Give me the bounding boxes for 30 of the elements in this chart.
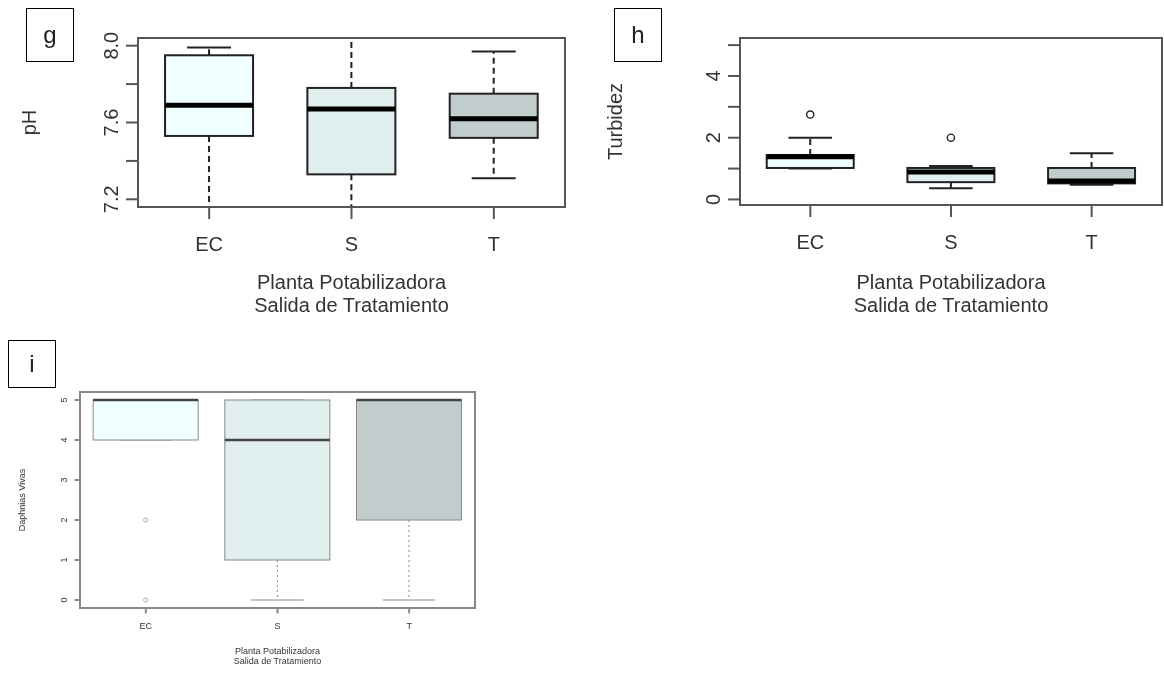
y-tick-label: 1 <box>58 557 69 563</box>
x-tick-label: S <box>944 231 958 254</box>
x-tick-label: EC <box>139 620 153 631</box>
x-axis-title: Planta Potabilizadora Salida de Tratamiento <box>233 645 322 667</box>
y-tick-label: 7.2 <box>100 185 122 214</box>
text: g <box>26 8 74 62</box>
y-tick-label: 3 <box>58 477 69 483</box>
y-axis-title: Daphnias Vivas <box>17 468 28 532</box>
x-tick-label: T <box>1085 231 1098 254</box>
y-tick-label: 0 <box>702 193 724 206</box>
y-tick-label: 5 <box>58 397 69 403</box>
y-axis-title: Turbidez <box>603 82 626 161</box>
y-tick-label: 4 <box>58 437 69 443</box>
y-axis-title: pH <box>17 109 40 136</box>
y-tick-label: 8.0 <box>100 31 122 60</box>
y-tick-label: 7.6 <box>100 108 122 137</box>
x-tick-label: EC <box>796 231 825 254</box>
x-tick-label: S <box>344 233 359 256</box>
x-tick-label: T <box>487 233 500 256</box>
x-tick-label: T <box>406 620 413 631</box>
x-axis-title: Planta Potabilizadora Salida de Tratamiento <box>254 271 449 317</box>
x-axis-title: Planta Potabilizadora Salida de Tratamiento <box>853 270 1049 316</box>
x-tick-label: EC <box>195 233 224 256</box>
y-tick-label: 0 <box>58 597 69 603</box>
text: h <box>614 8 662 62</box>
y-tick-label: 2 <box>702 132 724 144</box>
text: i <box>8 340 56 388</box>
y-tick-label: 2 <box>58 517 69 523</box>
y-tick-label: 4 <box>702 70 724 82</box>
x-tick-label: S <box>274 620 281 631</box>
